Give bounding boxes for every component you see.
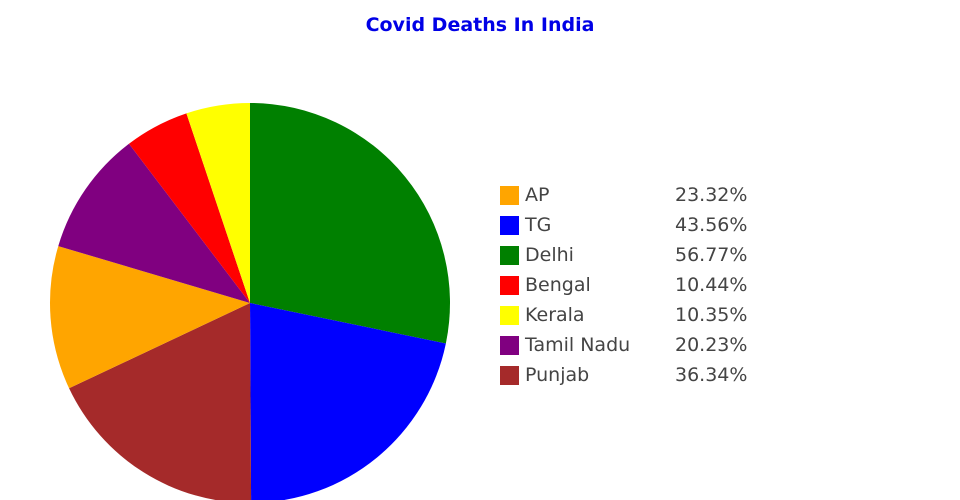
legend-value: 56.77% <box>675 244 748 266</box>
legend-label: Tamil Nadu <box>525 334 631 356</box>
pie-slice-delhi[interactable] <box>250 103 450 344</box>
legend-item[interactable]: AP 23.32% <box>500 180 748 210</box>
legend-swatch <box>500 365 519 385</box>
pie-slice-ap[interactable] <box>50 246 250 389</box>
pie-slice-punjab[interactable] <box>69 303 252 500</box>
legend-item[interactable]: Delhi 56.77% <box>500 240 748 270</box>
legend-value: 23.32% <box>675 184 748 206</box>
legend-label: Kerala <box>525 304 585 326</box>
legend-label: AP <box>525 184 550 206</box>
legend-label: Punjab <box>525 364 590 386</box>
legend-item[interactable]: TG 43.56% <box>500 210 748 240</box>
legend-label: Delhi <box>525 244 574 266</box>
legend-swatch <box>500 275 519 295</box>
legend-value: 10.35% <box>675 304 748 326</box>
legend: AP 23.32% TG 43.56% Delhi 56.77% Bengal … <box>500 180 748 390</box>
pie-slice-tg[interactable] <box>250 303 446 500</box>
pie-slice-tamil-nadu[interactable] <box>58 143 251 303</box>
legend-value: 36.34% <box>675 364 748 386</box>
legend-swatch <box>500 245 519 265</box>
chart-title: Covid Deaths In India <box>365 14 595 36</box>
legend-value: 20.23% <box>675 334 748 356</box>
legend-swatch <box>500 335 519 355</box>
legend-label: TG <box>525 214 552 236</box>
legend-item[interactable]: Punjab 36.34% <box>500 360 748 390</box>
pie-slice-bengal[interactable] <box>128 113 250 304</box>
legend-swatch <box>500 305 519 325</box>
legend-item[interactable]: Kerala 10.35% <box>500 300 748 330</box>
legend-swatch <box>500 215 519 235</box>
pie-slice-kerala[interactable] <box>186 103 250 303</box>
legend-value: 43.56% <box>675 214 748 236</box>
legend-item[interactable]: Bengal 10.44% <box>500 270 748 300</box>
legend-value: 10.44% <box>675 274 748 296</box>
legend-label: Bengal <box>525 274 591 296</box>
legend-item[interactable]: Tamil Nadu 20.23% <box>500 330 748 360</box>
legend-swatch <box>500 185 519 205</box>
